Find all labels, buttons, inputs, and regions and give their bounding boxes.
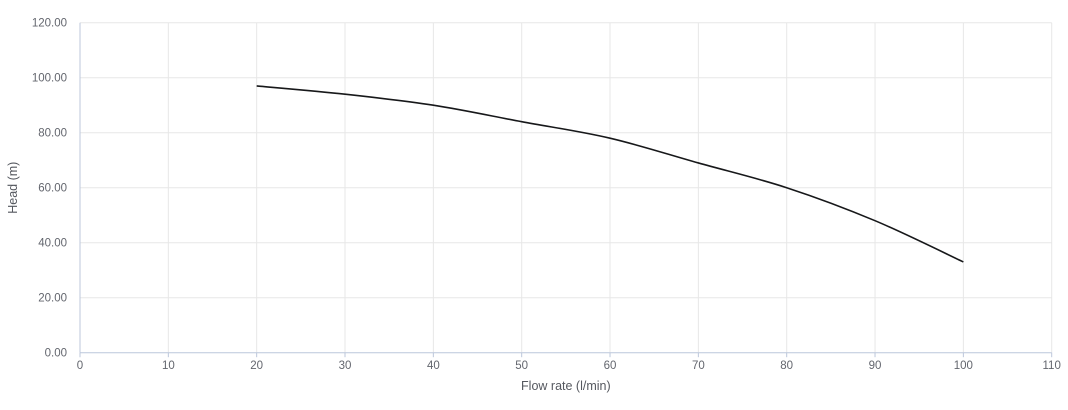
gridlines <box>80 22 1053 353</box>
y-tick-label: 120.00 <box>32 18 67 30</box>
axes <box>79 22 1053 358</box>
x-tick-label: 40 <box>427 360 440 372</box>
x-tick-label: 0 <box>77 360 83 372</box>
y-tick-label: 20.00 <box>38 293 67 305</box>
y-tick-label: 0.00 <box>45 348 67 360</box>
y-axis-title: Head (m) <box>6 162 20 214</box>
x-tick-label: 10 <box>162 360 175 372</box>
y-tick-label: 40.00 <box>38 238 67 250</box>
x-tick-label: 60 <box>604 360 617 372</box>
x-tick-label: 20 <box>250 360 263 372</box>
y-tick-label: 100.00 <box>32 73 67 85</box>
x-axis-title: Flow rate (l/min) <box>521 379 611 393</box>
x-tick-label: 90 <box>869 360 882 372</box>
x-tick-label: 50 <box>515 360 528 372</box>
x-tick-label: 110 <box>1043 360 1061 372</box>
head-curve-series <box>256 85 964 263</box>
x-tick-label: 100 <box>954 360 973 372</box>
x-tick-label: 80 <box>780 360 793 372</box>
x-tick-label: 30 <box>339 360 352 372</box>
y-tick-label: 80.00 <box>38 128 67 140</box>
y-tick-label: 60.00 <box>38 183 67 195</box>
tick-labels: 0 10 20 30 40 50 60 70 80 90 100 110 0.00 20.00 40.00 6… <box>32 18 1061 373</box>
x-tick-label: 70 <box>692 360 705 372</box>
